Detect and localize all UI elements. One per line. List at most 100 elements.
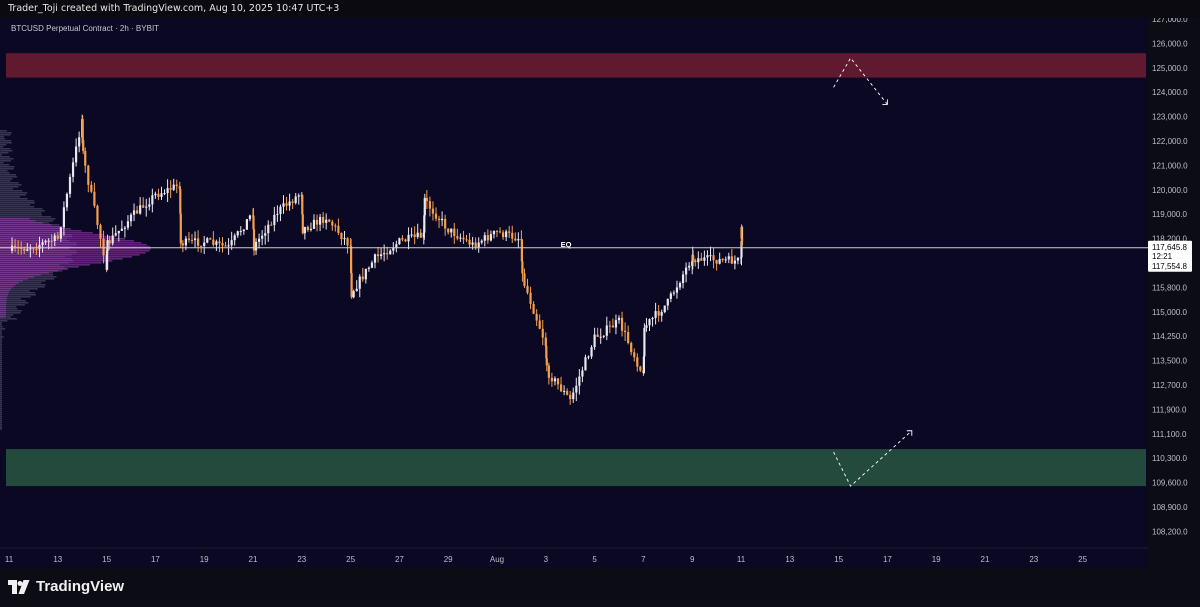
- profile-bar: [0, 290, 30, 292]
- candle-body: [520, 239, 523, 262]
- profile-value-area-bar: [0, 272, 50, 274]
- candle-body: [309, 228, 313, 230]
- candle-body: [459, 237, 462, 239]
- candle-body: [352, 291, 355, 298]
- profile-bar: [0, 164, 10, 166]
- candle-body: [306, 227, 309, 230]
- y-tick-label: 115,000.0: [1152, 308, 1188, 317]
- candle-body: [236, 231, 239, 236]
- candle-body: [179, 213, 182, 244]
- candle-body: [404, 239, 407, 242]
- profile-value-area-bar: [0, 292, 9, 294]
- candle-body: [654, 311, 657, 318]
- y-tick-label: 108,900.0: [1152, 503, 1188, 512]
- candle-body: [331, 221, 334, 226]
- projection-up-path: [833, 430, 913, 487]
- volume-profile: [0, 130, 151, 430]
- profile-value-area-bar: [0, 304, 7, 306]
- profile-value-area-bar: [0, 240, 135, 242]
- candle-body: [239, 231, 242, 233]
- candle-body: [407, 234, 410, 242]
- candle-body: [370, 262, 374, 268]
- candle-body: [590, 347, 593, 357]
- candle-body: [23, 248, 26, 251]
- candle-body: [657, 311, 660, 316]
- candle-body: [627, 332, 630, 343]
- candle-body: [444, 218, 447, 229]
- candle-body: [553, 378, 557, 382]
- profile-bar: [0, 392, 2, 394]
- candle-body: [151, 195, 154, 205]
- candle-body: [102, 238, 105, 256]
- candle-body: [587, 356, 590, 358]
- x-tick-label: 19: [932, 555, 941, 564]
- candle-body: [740, 241, 743, 258]
- candle-body: [477, 242, 480, 248]
- x-tick-label: 9: [690, 555, 695, 564]
- candle-body: [712, 255, 715, 261]
- candle-body: [669, 293, 672, 299]
- candle-body: [578, 376, 581, 386]
- profile-value-area-bar: [0, 226, 61, 228]
- profile-bar: [0, 184, 22, 186]
- candle-body: [154, 193, 157, 196]
- candle-body: [462, 237, 465, 240]
- candle-body: [672, 292, 675, 294]
- candle-body: [264, 233, 267, 236]
- candle-body: [416, 232, 419, 237]
- candle-body: [178, 186, 181, 189]
- candle-body: [245, 219, 248, 230]
- profile-value-area-bar: [0, 258, 123, 260]
- candle-body: [319, 216, 322, 225]
- candle-body: [148, 204, 151, 207]
- candle-body: [611, 325, 614, 328]
- candle-body: [489, 234, 492, 241]
- candle-body: [215, 241, 218, 245]
- profile-value-area-bar: [0, 314, 7, 316]
- profile-bar: [0, 362, 3, 364]
- candle-body: [169, 188, 172, 190]
- profile-bar: [0, 426, 2, 428]
- candle-body: [678, 283, 682, 288]
- current-price-badge[interactable]: [1148, 240, 1192, 272]
- profile-bar: [0, 344, 3, 346]
- profile-bar: [0, 208, 43, 210]
- candle-body: [392, 247, 395, 251]
- profile-bar: [0, 154, 2, 156]
- candle-body: [258, 238, 261, 242]
- profile-bar: [0, 424, 2, 426]
- candle-body: [541, 328, 544, 338]
- candle-body: [355, 288, 358, 292]
- profile-value-area-bar: [0, 248, 151, 250]
- candle-body: [303, 227, 306, 234]
- y-tick-label: 111,900.0: [1152, 405, 1187, 414]
- candle-body: [50, 240, 53, 242]
- candle-body: [431, 208, 435, 214]
- profile-value-area-bar: [0, 260, 113, 262]
- candle-body: [111, 235, 114, 244]
- candle-body: [68, 176, 72, 194]
- candle-body: [291, 201, 294, 203]
- y-tick-label: 112,700.0: [1152, 381, 1188, 390]
- profile-bar: [0, 420, 2, 422]
- candle-body: [139, 205, 142, 214]
- profile-bar: [0, 378, 2, 380]
- candle-body: [441, 218, 444, 221]
- profile-bar: [0, 180, 11, 182]
- candle-body: [511, 232, 514, 239]
- profile-bar: [0, 332, 2, 334]
- price-chart[interactable]: EQ 127,000.0 126,000.0 125,000.0 124,000.0 1…: [0, 18, 1200, 568]
- y-tick-label: 115,800.0: [1152, 283, 1188, 292]
- profile-bar: [0, 342, 2, 344]
- x-tick-label: 27: [395, 555, 404, 564]
- candle-body: [605, 325, 608, 336]
- profile-value-area-bar: [0, 246, 151, 248]
- profile-bar: [0, 302, 29, 304]
- candle-body: [145, 206, 148, 208]
- profile-bar: [0, 144, 7, 146]
- candle-body: [721, 258, 724, 260]
- candle-body: [254, 241, 258, 251]
- profile-value-area-bar: [0, 316, 7, 318]
- candle-body: [423, 197, 426, 216]
- profile-value-area-bar: [0, 256, 132, 258]
